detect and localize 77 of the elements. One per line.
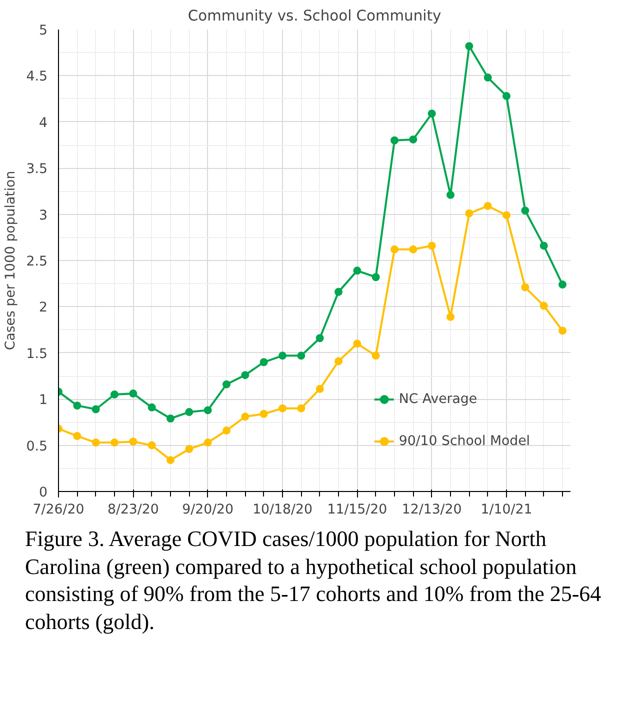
point	[390, 136, 398, 144]
point	[428, 110, 436, 118]
point	[372, 352, 380, 360]
y-tick-label: 2.5	[26, 254, 48, 270]
point	[334, 288, 342, 296]
point	[204, 438, 212, 447]
point	[110, 438, 118, 447]
x-tick-label: 11/15/20	[327, 502, 388, 518]
point	[260, 358, 268, 366]
y-tick-label: 1	[39, 393, 48, 408]
point	[166, 456, 174, 464]
point	[260, 410, 268, 418]
y-tick-label: 0.5	[26, 439, 48, 454]
point	[204, 406, 212, 414]
y-tick-label: 0	[39, 486, 48, 500]
point	[73, 402, 82, 410]
y-tick-label: 2	[39, 300, 48, 316]
point	[409, 245, 418, 254]
point	[316, 384, 324, 393]
point	[484, 74, 492, 82]
x-tick-label: 10/18/20	[252, 502, 312, 518]
point	[185, 408, 194, 416]
point	[390, 245, 398, 254]
point	[278, 404, 286, 412]
point	[222, 426, 230, 435]
y-tick-label: 4.5	[26, 70, 48, 85]
y-tick-label: 4	[39, 116, 48, 131]
y-tick-label: 3	[39, 208, 48, 224]
point	[222, 380, 230, 388]
point	[110, 390, 118, 398]
point	[148, 441, 156, 450]
point	[540, 302, 548, 310]
y-tick-label: 1.5	[26, 346, 48, 362]
point	[353, 266, 362, 275]
point	[185, 445, 194, 453]
point	[465, 42, 474, 50]
point	[372, 273, 380, 282]
point	[521, 206, 530, 215]
point	[241, 371, 250, 380]
y-tick-label: 3.5	[26, 162, 48, 178]
point	[465, 209, 474, 218]
point	[446, 312, 454, 321]
x-tick-label: 12/13/20	[402, 502, 462, 518]
point	[428, 242, 436, 250]
point	[540, 242, 548, 250]
point	[558, 326, 566, 335]
x-tick-label: 1/10/21	[480, 502, 532, 518]
point	[166, 414, 174, 422]
chart-title: Community vs. School Community	[188, 8, 442, 24]
x-tick-label: 9/20/20	[182, 502, 234, 518]
point	[446, 190, 454, 199]
point	[297, 404, 306, 412]
y-axis-title: Cases per 1000 population	[3, 170, 18, 350]
point	[278, 352, 286, 360]
point	[484, 202, 492, 210]
point	[73, 432, 82, 440]
legend-label: 90/10 School Model	[398, 434, 530, 448]
point	[316, 334, 324, 342]
point	[409, 135, 418, 144]
point	[353, 340, 362, 348]
point	[92, 438, 100, 447]
point	[297, 352, 306, 360]
point	[148, 403, 156, 412]
point	[502, 211, 510, 220]
caption: Figure 3. Average COVID cases/1000 population for North Carolina (green) compared to a hypothetical school population consisting of 90% from the 5-17 cohorts and 10% from the 25-64 cohorts (gold).	[25, 525, 602, 635]
point	[129, 390, 138, 398]
point	[521, 283, 530, 292]
point	[558, 280, 566, 289]
point	[334, 357, 342, 366]
point	[92, 405, 100, 414]
legend-label: NC Average	[398, 392, 478, 406]
point	[241, 412, 250, 421]
point	[502, 92, 510, 100]
y-tick-label: 5	[39, 24, 48, 38]
x-tick-label: 8/23/20	[107, 502, 159, 518]
x-tick-label: 7/26/20	[32, 502, 84, 518]
point	[129, 438, 138, 446]
